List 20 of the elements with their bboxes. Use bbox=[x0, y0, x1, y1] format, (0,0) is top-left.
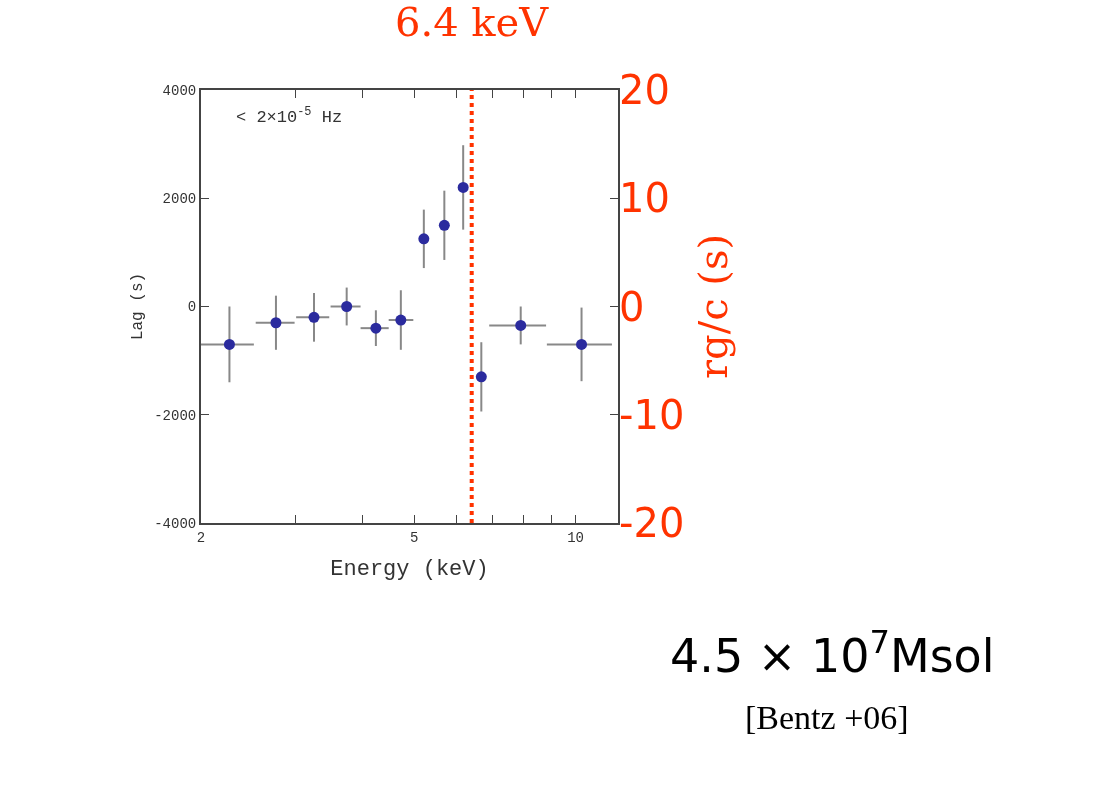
text: [Bentz +06] bbox=[745, 699, 909, 736]
y2-tick-label: 10 bbox=[619, 175, 670, 222]
y2-tick-label: 0 bbox=[619, 283, 645, 330]
x-tick-label: 5 bbox=[410, 529, 419, 546]
y-tick-label: -2000 bbox=[154, 407, 197, 424]
y2-tick-label: -10 bbox=[619, 391, 685, 438]
y-tick-label: 2000 bbox=[162, 191, 197, 208]
x-axis-title: Energy (keV) bbox=[330, 557, 489, 583]
ref-line-label: 6.4 keV bbox=[395, 0, 550, 45]
x-tick-label: 2 bbox=[196, 529, 206, 546]
y2-axis-title: rg/c (s) bbox=[689, 233, 736, 380]
y2-tick-label: 20 bbox=[619, 67, 670, 113]
y-tick-label: 0 bbox=[187, 299, 197, 316]
annotation: < 2×10$^{-5}$ Hz bbox=[236, 105, 343, 128]
text: 4.5 × 10$^{7}$Msol bbox=[670, 623, 995, 684]
y-tick-label: 4000 bbox=[162, 82, 197, 99]
y2-tick-label: -20 bbox=[619, 500, 685, 546]
y-tick-label: -4000 bbox=[154, 515, 197, 532]
y-axis-title: Lag (s) bbox=[128, 272, 147, 341]
x-tick-label: 10 bbox=[567, 529, 584, 546]
